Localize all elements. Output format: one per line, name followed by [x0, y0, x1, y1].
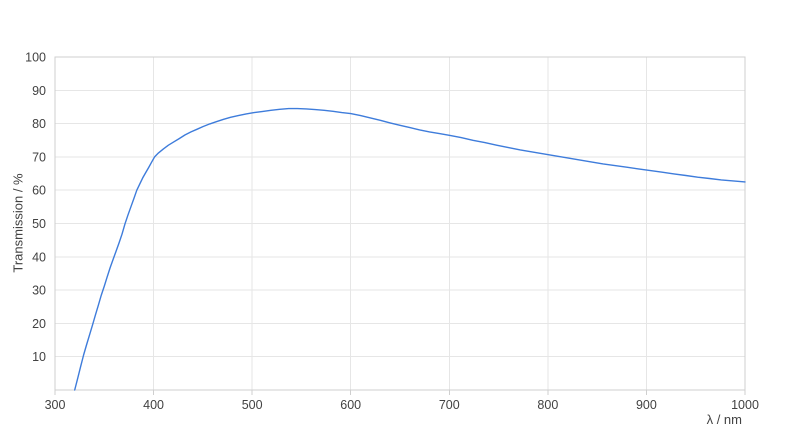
x-tick-label: 700 — [439, 398, 460, 412]
x-tick-label: 500 — [242, 398, 263, 412]
y-tick-label: 60 — [32, 184, 46, 198]
y-tick-label: 100 — [25, 51, 46, 65]
x-tick-label: 400 — [143, 398, 164, 412]
y-tick-label: 20 — [32, 317, 46, 331]
series-line-transmission — [73, 107, 746, 391]
y-axis-title: Transmission / % — [10, 173, 26, 273]
x-tick-label: 600 — [340, 398, 361, 412]
x-axis-title: λ / nm — [706, 412, 742, 427]
x-tick-label: 300 — [45, 398, 66, 412]
y-tick-label: 90 — [32, 84, 46, 98]
y-tick-label: 70 — [32, 150, 46, 164]
plot-border — [54, 56, 746, 391]
y-tick-label: 40 — [32, 250, 46, 264]
y-tick-label: 10 — [32, 350, 46, 364]
y-tick-label: 80 — [32, 117, 46, 131]
x-tick-label: 1000 — [731, 398, 759, 412]
x-tick-label: 800 — [537, 398, 558, 412]
y-tick-label: 50 — [32, 217, 46, 231]
x-tick-label: 900 — [636, 398, 657, 412]
y-tick-label: 30 — [32, 284, 46, 298]
